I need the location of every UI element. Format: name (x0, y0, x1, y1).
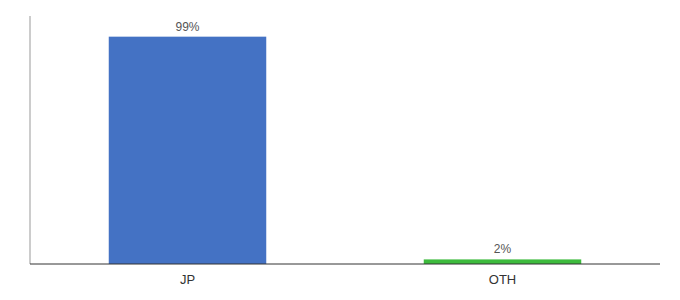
data-label: 99% (175, 20, 199, 34)
bar (109, 37, 267, 264)
data-label: 2% (494, 242, 512, 256)
chart-container: JP OTH 99% 2% (0, 0, 680, 300)
y-axis-line (30, 16, 31, 264)
chart-svg: JP OTH 99% 2% (0, 0, 680, 300)
bars (109, 37, 582, 264)
x-tick-label: OTH (489, 272, 516, 287)
x-axis-line (30, 264, 660, 265)
bar (424, 259, 582, 264)
x-tick-label: JP (180, 272, 195, 287)
